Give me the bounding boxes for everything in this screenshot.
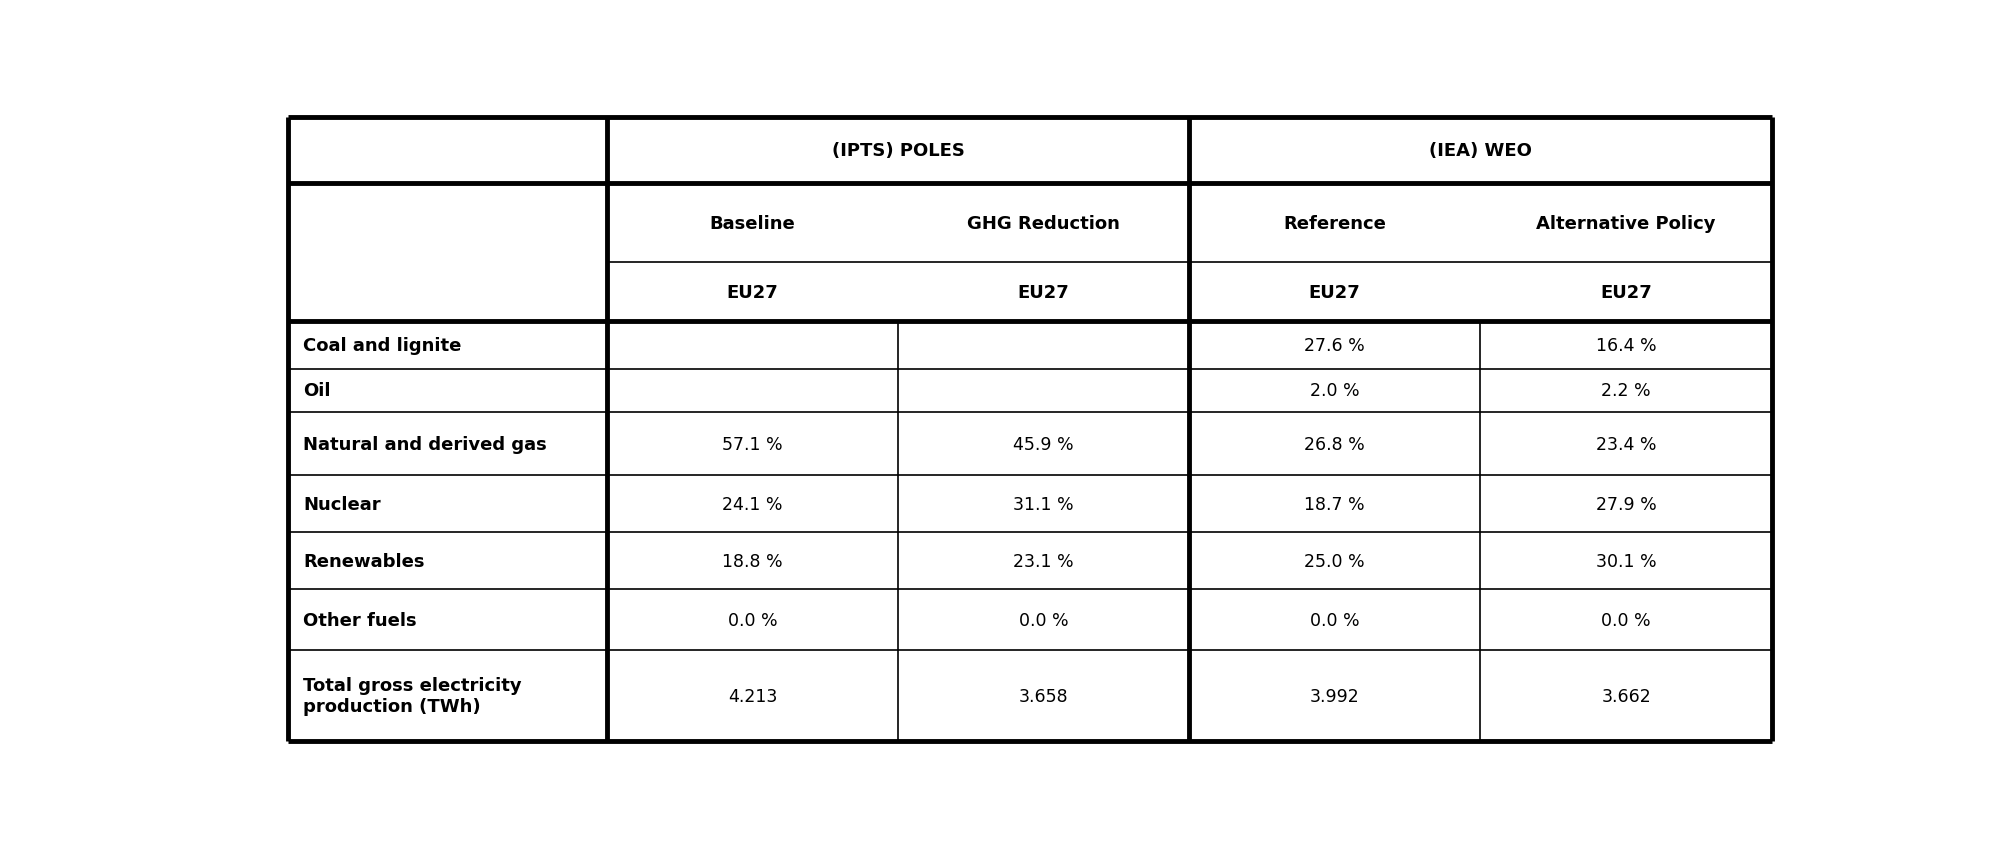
Text: Reference: Reference bbox=[1283, 214, 1387, 232]
Text: Total gross electricity
production (TWh): Total gross electricity production (TWh) bbox=[303, 677, 523, 716]
Text: 25.0 %: 25.0 % bbox=[1305, 552, 1365, 571]
Text: Alternative Policy: Alternative Policy bbox=[1536, 214, 1716, 232]
Text: 30.1 %: 30.1 % bbox=[1596, 552, 1656, 571]
Text: 4.213: 4.213 bbox=[728, 687, 778, 705]
Text: 16.4 %: 16.4 % bbox=[1596, 337, 1656, 354]
Text: 26.8 %: 26.8 % bbox=[1305, 435, 1365, 453]
Text: 0.0 %: 0.0 % bbox=[1309, 611, 1359, 629]
Text: Natural and derived gas: Natural and derived gas bbox=[303, 435, 547, 453]
Text: 3.662: 3.662 bbox=[1602, 687, 1652, 705]
Text: 3.992: 3.992 bbox=[1309, 687, 1359, 705]
Text: Baseline: Baseline bbox=[710, 214, 796, 232]
Text: Coal and lignite: Coal and lignite bbox=[303, 337, 463, 354]
Text: EU27: EU27 bbox=[1017, 284, 1069, 301]
Text: 18.8 %: 18.8 % bbox=[722, 552, 782, 571]
Text: EU27: EU27 bbox=[1600, 284, 1652, 301]
Text: 27.6 %: 27.6 % bbox=[1305, 337, 1365, 354]
Text: 57.1 %: 57.1 % bbox=[722, 435, 782, 453]
Text: 31.1 %: 31.1 % bbox=[1013, 495, 1073, 513]
Text: Nuclear: Nuclear bbox=[303, 495, 381, 513]
Text: EU27: EU27 bbox=[1309, 284, 1361, 301]
Text: 0.0 %: 0.0 % bbox=[1602, 611, 1652, 629]
Text: 23.1 %: 23.1 % bbox=[1013, 552, 1073, 571]
Text: Other fuels: Other fuels bbox=[303, 611, 417, 629]
Text: (IPTS) POLES: (IPTS) POLES bbox=[832, 142, 964, 160]
Text: 3.658: 3.658 bbox=[1019, 687, 1069, 705]
Text: 18.7 %: 18.7 % bbox=[1305, 495, 1365, 513]
Text: EU27: EU27 bbox=[726, 284, 778, 301]
Text: 23.4 %: 23.4 % bbox=[1596, 435, 1656, 453]
Text: Renewables: Renewables bbox=[303, 552, 425, 571]
Text: GHG Reduction: GHG Reduction bbox=[968, 214, 1119, 232]
Text: 2.0 %: 2.0 % bbox=[1309, 381, 1359, 400]
Text: 27.9 %: 27.9 % bbox=[1596, 495, 1656, 513]
Text: 0.0 %: 0.0 % bbox=[1019, 611, 1069, 629]
Text: 0.0 %: 0.0 % bbox=[728, 611, 778, 629]
Text: (IEA) WEO: (IEA) WEO bbox=[1428, 142, 1532, 160]
Text: 2.2 %: 2.2 % bbox=[1602, 381, 1652, 400]
Text: Oil: Oil bbox=[303, 381, 331, 400]
Text: 45.9 %: 45.9 % bbox=[1013, 435, 1073, 453]
Text: 24.1 %: 24.1 % bbox=[722, 495, 782, 513]
